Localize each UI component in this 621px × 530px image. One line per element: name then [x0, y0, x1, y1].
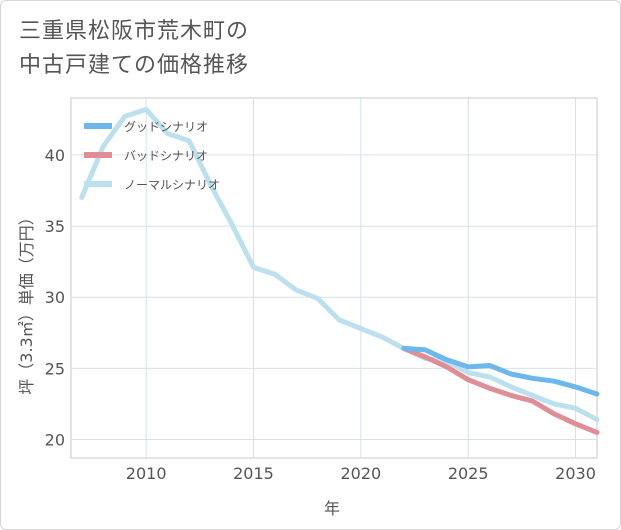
x-tick-label: 2020 [340, 464, 381, 483]
legend-label: グッドシナリオ [124, 120, 208, 134]
y-axis-label: 坪（3.3㎡）単価（万円） [17, 209, 36, 394]
chart-title: 三重県松阪市荒木町の 中古戸建ての価格推移 [19, 15, 249, 83]
x-tick-labels: 2010 2015 2020 2025 2030 [126, 464, 596, 483]
x-tick-label: 2025 [448, 464, 489, 483]
series-line-2 [79, 106, 600, 423]
chart-title-line-2: 中古戸建ての価格推移 [19, 53, 250, 78]
series-line-1 [401, 345, 600, 435]
legend-label: バッドシナリオ [124, 149, 208, 163]
y-tick-label: 30 [45, 288, 65, 307]
series-lines [79, 106, 600, 435]
y-tick-labels: 20 25 30 35 40 [45, 146, 65, 450]
grid-lines [71, 98, 597, 458]
x-tick-label: 2010 [126, 464, 167, 483]
y-tick-label: 25 [45, 359, 65, 378]
series-line-0 [401, 345, 600, 397]
x-tick-label: 2030 [555, 464, 596, 483]
chart-title-line-1: 三重県松阪市荒木町の [19, 19, 250, 44]
x-axis-label: 年 [324, 499, 340, 518]
y-tick-label: 20 [45, 431, 65, 450]
plot-area [70, 97, 598, 459]
y-tick-label: 40 [45, 146, 65, 165]
y-tick-label: 35 [45, 217, 65, 236]
legend-label: ノーマルシナリオ [124, 178, 220, 192]
x-tick-label: 2015 [233, 464, 274, 483]
